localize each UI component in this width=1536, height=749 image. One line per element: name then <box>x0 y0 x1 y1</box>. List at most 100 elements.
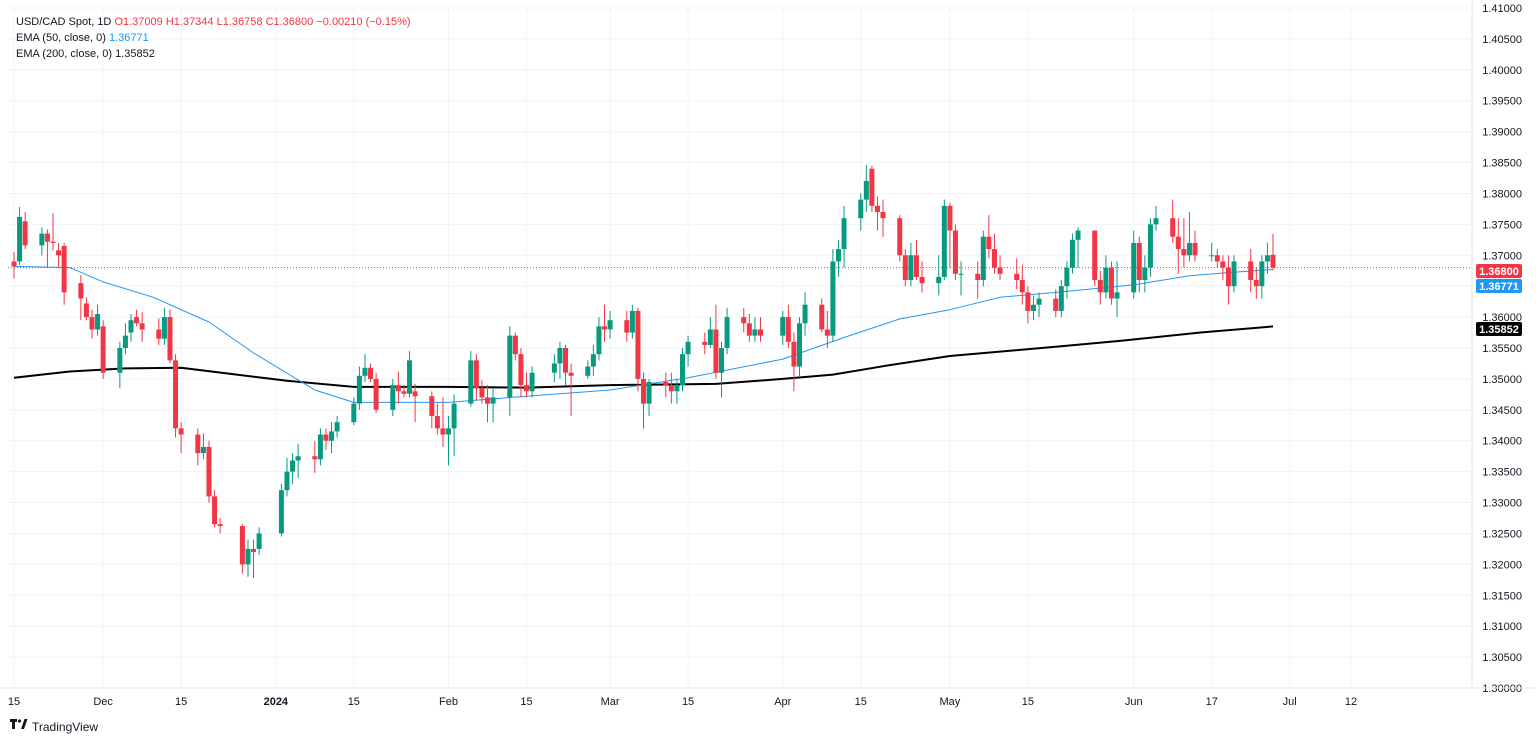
candle-body <box>702 341 708 345</box>
y-tick-label: 1.31000 <box>1482 621 1522 633</box>
price-label-text: 1.36771 <box>1479 281 1519 293</box>
x-tick-label: 15 <box>175 696 187 708</box>
candle-up <box>95 304 101 336</box>
candle-up <box>958 261 964 296</box>
candle-down <box>741 307 747 333</box>
candle-body <box>156 329 162 339</box>
candle-body <box>290 460 296 472</box>
price-label-bg <box>1476 264 1522 278</box>
candle-up <box>334 416 340 438</box>
candle-down <box>323 428 329 450</box>
candle-up <box>1069 233 1075 274</box>
candle-down <box>373 372 379 413</box>
candle-body <box>1108 267 1114 299</box>
x-tick-label: Feb <box>439 696 458 708</box>
candle-body <box>139 323 145 330</box>
candle-down <box>819 298 825 333</box>
legend-symbol: USD/CAD Spot, 1D <box>16 16 112 28</box>
candle-body <box>44 233 50 242</box>
candle-down <box>785 304 791 348</box>
candle-up <box>607 310 613 339</box>
candle-body <box>507 335 513 398</box>
candle-up <box>451 394 457 457</box>
candle-up <box>685 335 691 367</box>
candle-up <box>39 227 45 256</box>
candle-down <box>624 310 630 342</box>
legend-ema50-value: 1.36771 <box>108 32 149 44</box>
candle-down <box>1014 258 1020 290</box>
candle-down <box>134 309 140 327</box>
y-tick-label: 1.39000 <box>1482 127 1522 139</box>
candle-body <box>407 360 413 394</box>
candle-body <box>134 317 140 324</box>
candle-down <box>1092 230 1098 287</box>
candle-up <box>841 205 847 268</box>
candle-body <box>89 317 95 330</box>
candle-down <box>913 239 919 280</box>
candle-down <box>518 348 524 398</box>
candle-body <box>563 348 569 373</box>
candle-body <box>941 205 947 277</box>
candle-up <box>407 351 413 398</box>
candle-body <box>746 323 752 336</box>
y-tick-label: 1.32000 <box>1482 559 1522 571</box>
candle-down <box>11 252 17 279</box>
candle-body <box>679 354 685 386</box>
candle-body <box>1025 292 1031 311</box>
y-tick-label: 1.39500 <box>1482 96 1522 108</box>
candle-body <box>1220 261 1226 268</box>
candle-body <box>1014 273 1020 280</box>
candle-body <box>395 385 401 392</box>
y-tick-label: 1.38500 <box>1482 158 1522 170</box>
candle-body <box>11 261 17 267</box>
candle-body <box>551 363 557 373</box>
candle-body <box>284 471 290 491</box>
candle-body <box>841 218 847 250</box>
legend-open: O1.37009 <box>114 16 163 28</box>
x-tick-label: 15 <box>348 696 360 708</box>
candle-down <box>139 312 145 342</box>
candle-down <box>22 212 28 250</box>
candle-up <box>507 326 513 416</box>
candle-body <box>863 181 869 200</box>
candle-down <box>919 261 925 293</box>
candle-body <box>56 250 62 256</box>
candle-down <box>1053 289 1059 318</box>
candle-down <box>986 215 992 259</box>
candle-body <box>1142 267 1148 280</box>
candle-body <box>663 382 669 386</box>
tradingview-branding[interactable]: TradingView <box>10 719 98 734</box>
candle-body <box>117 348 123 373</box>
ema200-series <box>13 325 1274 389</box>
candle-up <box>329 422 335 454</box>
candle-body <box>624 320 630 333</box>
candle-body <box>390 385 396 410</box>
x-tick-label: Jul <box>1283 696 1297 708</box>
candle-body <box>451 403 457 429</box>
candle-down <box>61 242 67 305</box>
y-tick-label: 1.38000 <box>1482 188 1522 200</box>
candle-up <box>551 354 557 382</box>
candle-up <box>941 199 947 280</box>
candle-body <box>412 391 418 397</box>
candle-down <box>641 372 646 429</box>
candle-down <box>874 196 880 231</box>
candle-down <box>1025 286 1031 324</box>
candle-down <box>1270 234 1276 271</box>
candle-up <box>128 314 134 342</box>
price-label-text: 1.36800 <box>1479 266 1519 278</box>
candle-body <box>468 360 474 404</box>
candle-body <box>1053 298 1059 311</box>
x-tick-label: 15 <box>682 696 694 708</box>
candle-body <box>1030 304 1036 311</box>
candle-up <box>557 341 563 379</box>
candle-down <box>897 215 903 262</box>
candle-down <box>563 344 569 386</box>
price-label-bg <box>1476 279 1522 293</box>
candle-up <box>724 307 730 355</box>
candle-down <box>434 403 440 435</box>
candle-body <box>401 391 407 394</box>
candle-body <box>1231 261 1237 287</box>
